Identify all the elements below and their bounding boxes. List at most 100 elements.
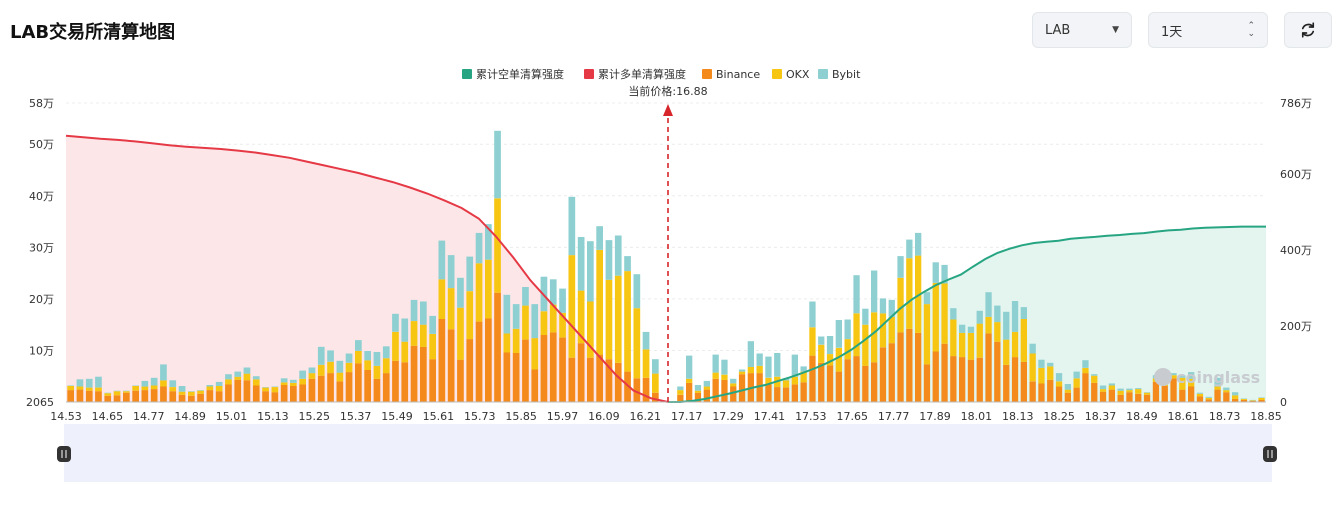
bar-bybit	[862, 308, 869, 325]
bar-binance	[512, 353, 520, 402]
bar-bybit	[206, 385, 214, 387]
bar-okx	[410, 321, 418, 346]
bar-binance	[994, 341, 1001, 402]
bar-okx	[738, 371, 746, 375]
bar-okx	[915, 255, 922, 333]
bar-bybit	[429, 315, 436, 334]
bar-bybit	[577, 237, 585, 291]
bar-okx	[730, 383, 737, 387]
bar-binance	[559, 337, 566, 402]
bar-bybit	[531, 304, 539, 339]
bar-bybit	[271, 386, 279, 387]
bar-bybit	[215, 381, 223, 386]
bar-binance	[178, 394, 186, 402]
bar-okx	[888, 316, 895, 344]
bar-binance	[1055, 386, 1063, 402]
bar-okx	[206, 386, 214, 391]
coin-select[interactable]: LAB ▼	[1032, 12, 1132, 48]
bar-binance	[382, 373, 390, 402]
bar-bybit	[703, 380, 710, 387]
bar-binance	[835, 371, 842, 402]
bar-bybit	[941, 264, 948, 284]
page-title: LAB交易所清算地图	[10, 22, 176, 43]
bar-binance	[522, 339, 529, 402]
bar-okx	[215, 386, 223, 392]
x-tick-label: 15.49	[381, 410, 413, 423]
bar-bybit	[1099, 385, 1107, 390]
bar-binance	[932, 351, 939, 402]
bar-binance	[1117, 394, 1124, 402]
period-select-value: 1天	[1161, 24, 1183, 40]
bar-bybit	[438, 240, 446, 280]
bar-binance	[113, 395, 121, 402]
legend: 累计空单清算强度 累计多单清算强度 Binance OKX Bybit	[462, 67, 861, 81]
bar-okx	[703, 386, 710, 390]
y-right-tick-label: 200万	[1280, 320, 1312, 333]
bar-okx	[531, 338, 539, 370]
bar-binance	[844, 359, 851, 402]
bar-okx	[1232, 395, 1239, 399]
bar-okx	[308, 373, 316, 379]
bar-binance	[188, 395, 195, 402]
slider-handle-right[interactable]	[1263, 446, 1277, 462]
bar-bybit	[652, 359, 659, 374]
zoom-slider[interactable]	[57, 424, 1277, 482]
bar-okx	[317, 364, 325, 376]
bar-bybit	[401, 318, 409, 342]
bar-binance	[475, 321, 483, 402]
bar-okx	[818, 344, 825, 363]
bar-bybit	[299, 370, 306, 379]
bar-binance	[1240, 399, 1248, 402]
refresh-button[interactable]	[1284, 12, 1332, 48]
bar-binance	[169, 391, 177, 402]
bar-binance	[76, 389, 84, 402]
bar-bybit	[549, 279, 557, 305]
bar-bybit	[160, 364, 167, 381]
bar-okx	[994, 322, 1001, 342]
bar-bybit	[897, 256, 904, 278]
bar-okx	[906, 258, 913, 329]
bar-binance	[774, 387, 781, 402]
bar-bybit	[932, 262, 939, 283]
bar-okx	[765, 377, 772, 385]
bar-bybit	[1011, 301, 1019, 332]
bar-binance	[677, 394, 684, 402]
bar-binance	[765, 384, 772, 402]
bar-binance	[1091, 382, 1098, 402]
bar-binance	[355, 363, 362, 402]
bar-bybit	[923, 292, 931, 305]
bar-okx	[355, 351, 362, 364]
bar-binance	[410, 345, 418, 402]
bar-binance	[871, 362, 878, 402]
bar-okx	[1205, 397, 1212, 400]
slider-handle-left[interactable]	[57, 446, 71, 462]
bar-okx	[985, 316, 992, 334]
bar-binance	[1099, 391, 1107, 402]
bar-binance	[1196, 396, 1204, 402]
x-tick-label: 15.01	[216, 410, 248, 423]
bar-okx	[271, 387, 279, 393]
bar-binance	[1135, 393, 1142, 402]
bar-binance	[141, 390, 149, 402]
bar-bybit	[485, 224, 492, 260]
y-left-tick-label: 50万	[29, 138, 54, 151]
bar-binance	[1126, 392, 1133, 402]
bar-binance	[633, 378, 641, 402]
bar-okx	[494, 198, 501, 293]
legend-swatch-binance	[702, 69, 712, 79]
bar-okx	[252, 379, 260, 386]
bar-binance	[967, 359, 975, 402]
bar-bybit	[614, 235, 622, 276]
bar-bybit	[906, 239, 913, 259]
legend-swatch-long	[584, 69, 594, 79]
bar-bybit	[1205, 396, 1212, 398]
bar-okx	[85, 387, 93, 391]
bar-bybit	[503, 294, 511, 334]
bar-okx	[113, 391, 121, 396]
bar-okx	[694, 390, 702, 393]
period-select[interactable]: 1天 ⌃ ⌄	[1148, 12, 1268, 48]
bar-okx	[1011, 331, 1019, 358]
y-right-tick-label: 0	[1280, 396, 1287, 409]
bar-bybit	[765, 356, 772, 378]
bar-okx	[1179, 377, 1186, 390]
